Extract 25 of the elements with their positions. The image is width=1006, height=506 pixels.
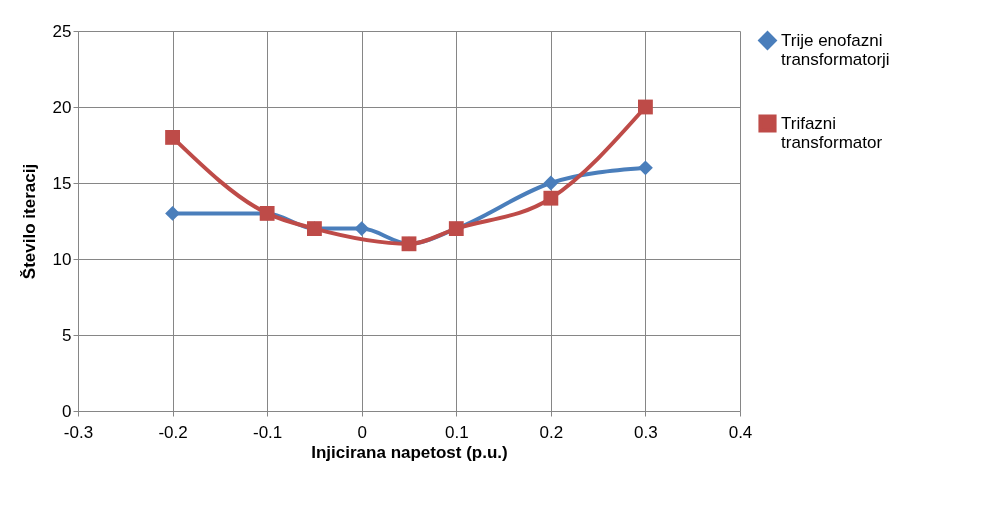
- x-tick-label: -0.2: [158, 422, 188, 442]
- y-tick-label: 0: [62, 401, 72, 421]
- x-tick-label: -0.3: [63, 422, 94, 442]
- x-tick-label: 0.4: [728, 422, 753, 442]
- x-axis-title: Injicirana napetost (p.u.): [311, 442, 508, 462]
- x-tick-label: 0.3: [634, 422, 658, 442]
- point: [543, 190, 559, 206]
- legend-label: Trifazni transformator: [781, 113, 883, 152]
- x-tick-label: -0.1: [252, 422, 283, 442]
- y-tick-label: 20: [52, 97, 72, 117]
- y-tick-label: 25: [52, 21, 72, 41]
- point: [543, 175, 559, 191]
- y-tick-label: 10: [52, 249, 72, 269]
- y-axis-title: Število iteracij: [19, 163, 39, 280]
- x-tick-label: 0: [357, 422, 367, 442]
- y-tick-label: 5: [62, 325, 72, 345]
- x-tick-label: 0.1: [444, 422, 469, 442]
- legend-label: Trije enofazni transformatorji: [781, 30, 890, 69]
- point: [165, 205, 180, 221]
- y-tick-label: 15: [52, 173, 72, 193]
- point: [354, 221, 370, 237]
- point: [165, 129, 180, 145]
- x-tick-label: 0.2: [539, 422, 564, 442]
- point: [638, 160, 653, 176]
- point: [638, 99, 653, 115]
